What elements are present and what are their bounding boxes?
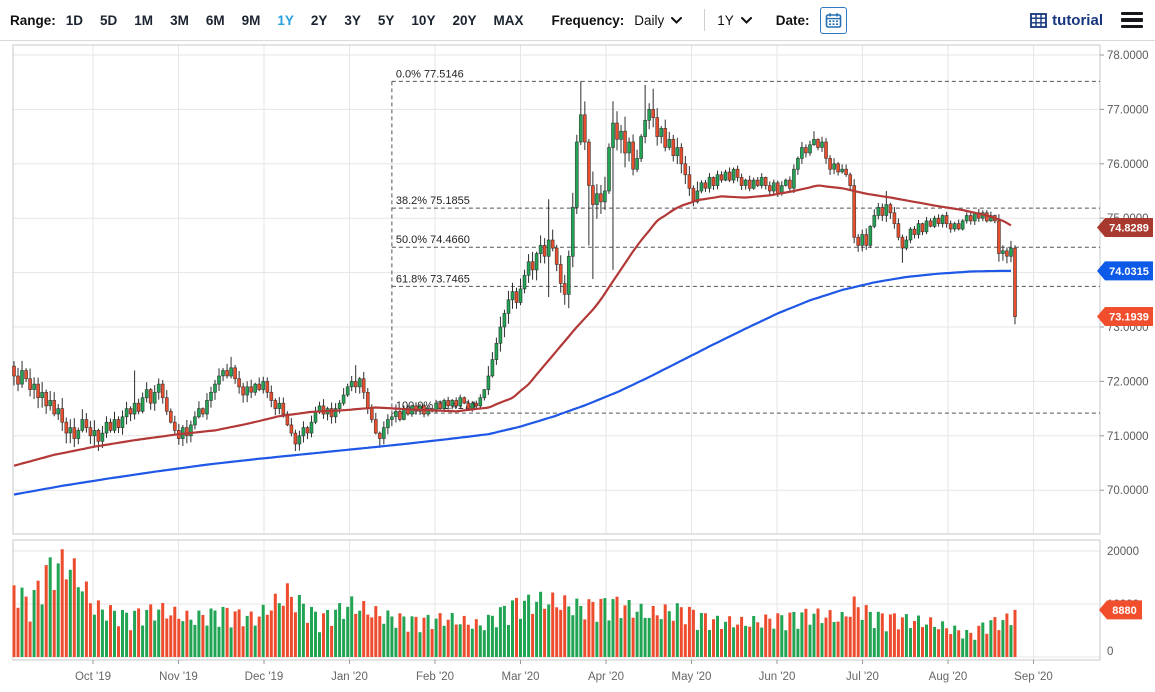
- ma-fast-line: [13, 184, 1012, 467]
- range-item-3y[interactable]: 3Y: [344, 12, 361, 28]
- toolbar: Range: 1D 5D 1M 3M 6M 9M 1Y 2Y 3Y 5Y 10Y 20Y MAX Fre…: [0, 0, 1155, 41]
- volume-axis-tick: 0: [1107, 646, 1113, 658]
- frequency-dropdown[interactable]: Daily: [634, 12, 683, 28]
- brand-name: tutorial: [1052, 11, 1103, 29]
- volume-bars: [12, 549, 1017, 657]
- range-item-5y[interactable]: 5Y: [377, 12, 395, 28]
- grid-lines: [13, 45, 1100, 660]
- calendar-icon: [825, 12, 841, 28]
- date-picker-button[interactable]: [819, 6, 847, 34]
- range-item-2y[interactable]: 2Y: [310, 12, 328, 28]
- period-value: 1Y: [717, 12, 734, 28]
- fibonacci-levels: 0.0% 77.5146 38.2% 75.1855 50.0% 74.4660 61…: [391, 68, 1100, 414]
- chart-area: 0.0% 77.5146 38.2% 75.1855 50.0% 74.4660 61…: [0, 40, 1155, 692]
- x-axis-month-label: May '20: [672, 671, 712, 683]
- candlestick-series: [12, 81, 1017, 451]
- y-axis-tick: 77.0000: [1107, 104, 1149, 116]
- film-grid-icon: [1030, 12, 1048, 28]
- x-axis-month-label: Mar '20: [502, 671, 540, 683]
- range-item-1y[interactable]: 1Y: [277, 12, 294, 28]
- ma-fast-price-badge-text: 74.8289: [1109, 223, 1149, 235]
- y-axis-tick: 78.0000: [1107, 50, 1149, 62]
- y-axis-tick: 76.0000: [1107, 159, 1149, 171]
- hamburger-icon: [1121, 11, 1143, 16]
- range-item-1d[interactable]: 1D: [65, 12, 84, 28]
- range-item-5d[interactable]: 5D: [100, 12, 118, 28]
- toolbar-right: tutorial: [1030, 10, 1145, 31]
- x-axis-month-label: Jun '20: [759, 671, 796, 683]
- range-item-3m[interactable]: 3M: [170, 12, 189, 28]
- volume-axis-tick: 20000: [1107, 546, 1139, 558]
- toolbar-divider: [704, 9, 706, 31]
- fib-label: 38.2% 75.1855: [396, 195, 470, 207]
- fib-label: 61.8% 73.7465: [396, 273, 470, 285]
- y-axis-tick: 70.0000: [1107, 485, 1149, 497]
- x-axis-month-label: Jul '20: [846, 671, 879, 683]
- menu-button[interactable]: [1119, 10, 1145, 31]
- x-axis-month-label: Nov '19: [159, 671, 198, 683]
- ma-slow-line: [13, 269, 1011, 496]
- x-axis-month-label: Oct '19: [75, 671, 111, 683]
- range-item-20y[interactable]: 20Y: [452, 12, 477, 28]
- range-item-9m[interactable]: 9M: [241, 12, 261, 28]
- y-axis-tick: 71.0000: [1107, 431, 1149, 443]
- fib-label: 50.0% 74.4660: [396, 234, 470, 246]
- x-axis-month-label: Apr '20: [588, 671, 624, 683]
- y-axis-tick: 72.0000: [1107, 376, 1149, 388]
- range-item-6m[interactable]: 6M: [205, 12, 225, 28]
- chevron-down-icon: [740, 16, 752, 24]
- ma-slow-price-badge-text: 74.0315: [1109, 266, 1149, 278]
- ma-slow-price-badge: 74.0315: [1097, 261, 1153, 281]
- range-label: Range:: [10, 12, 56, 28]
- last-price-badge-text: 73.1939: [1109, 311, 1149, 323]
- ma-fast-price-badge: 74.8289: [1097, 218, 1153, 238]
- period-dropdown[interactable]: 1Y: [717, 13, 752, 28]
- range-item-10y[interactable]: 10Y: [411, 12, 436, 28]
- frequency-value: Daily: [634, 12, 665, 28]
- brand-logo[interactable]: tutorial: [1030, 12, 1103, 29]
- last-volume-badge-text: 8880: [1112, 605, 1136, 617]
- price-volume-chart[interactable]: 0.0% 77.5146 38.2% 75.1855 50.0% 74.4660 61…: [0, 40, 1155, 692]
- last-volume-badge: 8880: [1099, 600, 1142, 620]
- x-axis-month-label: Sep '20: [1014, 671, 1053, 683]
- x-axis-month-label: Aug '20: [929, 671, 968, 683]
- fib-label: 0.0% 77.5146: [396, 68, 464, 80]
- last-price-badge: 73.1939: [1097, 306, 1153, 326]
- range-item-max[interactable]: MAX: [493, 12, 524, 28]
- range-selector: 1D 5D 1M 3M 6M 9M 1Y 2Y 3Y 5Y 10Y 20Y MAX: [66, 13, 524, 28]
- frequency-label: Frequency:: [551, 12, 625, 28]
- x-axis-month-label: Jan '20: [331, 671, 368, 683]
- x-axis-month-label: Feb '20: [416, 671, 454, 683]
- chevron-down-icon: [671, 16, 683, 24]
- x-axis-month-label: Dec '19: [245, 671, 284, 683]
- range-item-1m[interactable]: 1M: [134, 12, 154, 28]
- date-label: Date:: [775, 12, 810, 28]
